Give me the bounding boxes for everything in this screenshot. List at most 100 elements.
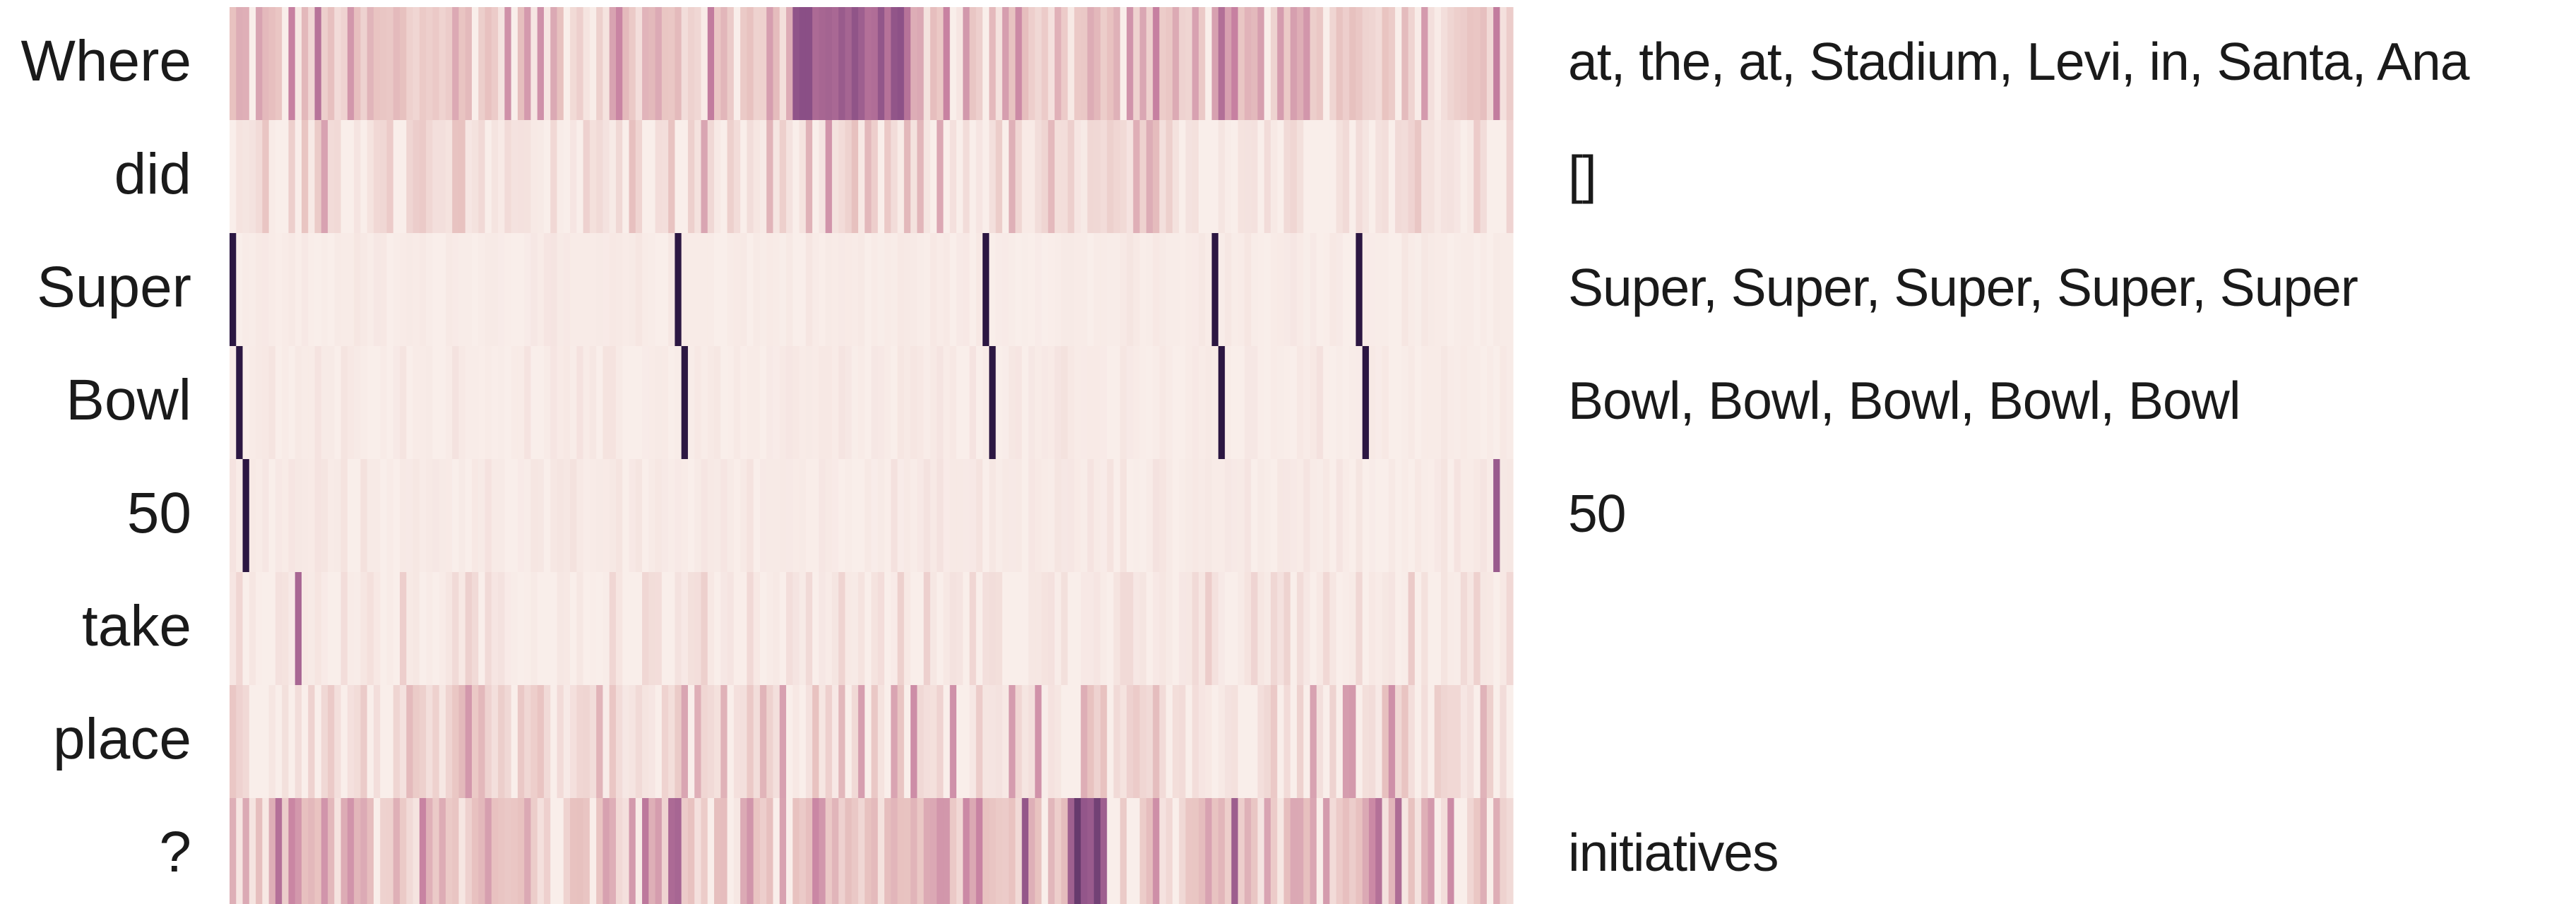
heatmap-cell [1218,346,1225,459]
heatmap-cell [1153,798,1160,904]
heatmap-cell [295,685,302,798]
heatmap-cell [491,120,499,233]
heatmap-cell [903,120,911,233]
heatmap-cell [1028,120,1035,233]
heatmap-cell [445,572,453,685]
heatmap-cell [1185,233,1193,346]
heatmap-cell [1297,798,1304,904]
heatmap-cell [256,798,263,904]
heatmap-cell [340,120,348,233]
heatmap-cell [543,120,551,233]
heatmap-cell [1454,459,1461,572]
heatmap-cell [989,798,997,904]
heatmap-cell [799,459,807,572]
heatmap-cell [563,120,571,233]
heatmap-cell [753,798,761,904]
heatmap-cell [1414,685,1422,798]
heatmap-cell [511,685,518,798]
heatmap-cell [943,685,951,798]
heatmap-cell [1434,120,1442,233]
heatmap-cell [943,233,951,346]
heatmap-cell [465,798,473,904]
heatmap-cell [1303,572,1311,685]
heatmap-cell [1015,346,1023,459]
heatmap-cell [857,459,865,572]
heatmap-cell [360,233,368,346]
heatmap-cell [1205,459,1213,572]
heatmap-cell [1139,7,1147,120]
heatmap-cell [851,233,859,346]
heatmap-cell [301,233,309,346]
heatmap-cell [740,120,747,233]
heatmap-cell [1323,685,1331,798]
heatmap-cell [1192,7,1199,120]
heatmap-cell [472,459,479,572]
heatmap-cell [282,572,290,685]
heatmap-cell [1081,459,1088,572]
heatmap-cell [1041,7,1049,120]
heatmap-cell [458,798,466,904]
heatmap-cell [773,7,780,120]
heatmap-cell [1067,572,1075,685]
heatmap-cell [1120,798,1127,904]
heatmap-cell [793,685,800,798]
heatmap-cell [661,7,669,120]
heatmap-cell [262,120,270,233]
heatmap-cell [1388,459,1396,572]
heatmap-cell [1382,572,1389,685]
heatmap-cell [1382,798,1389,904]
heatmap-cell [812,346,819,459]
heatmap-cell [831,346,839,459]
row-annotation: [] [1568,145,1597,204]
heatmap-cell [1244,798,1252,904]
heatmap-cell [1113,346,1121,459]
heatmap-cell [622,120,630,233]
heatmap-cell [367,346,374,459]
heatmap-cell [465,459,473,572]
heatmap-cell [406,798,414,904]
heatmap-cell [877,459,885,572]
heatmap-cell [831,798,839,904]
heatmap-cell [1081,346,1088,459]
heatmap-cell [472,346,479,459]
heatmap-cell [675,120,682,233]
heatmap-cell [1061,346,1069,459]
heatmap-cell [1382,233,1389,346]
heatmap-cell [393,120,400,233]
heatmap-cell [1074,572,1081,685]
heatmap-cell [380,7,388,120]
heatmap-cell [517,233,525,346]
heatmap-cell [1355,120,1363,233]
heatmap-cell [452,233,460,346]
heatmap-cell [714,233,721,346]
heatmap-cell [1401,685,1409,798]
heatmap-cell [386,120,394,233]
heatmap-cell [576,572,584,685]
heatmap-cell [1172,346,1180,459]
heatmap-cell [1237,233,1245,346]
heatmap-cell [975,798,983,904]
heatmap-cell [1146,233,1153,346]
heatmap-cell [524,572,532,685]
heatmap-cell [1028,572,1035,685]
heatmap-cell [733,459,741,572]
heatmap-cell [1336,685,1343,798]
heatmap-cell [504,572,512,685]
heatmap-cell [655,459,663,572]
heatmap-cell [1264,7,1271,120]
heatmap-cell [983,685,990,798]
heatmap-cell [615,685,623,798]
heatmap-cell [1093,459,1101,572]
heatmap-cell [517,120,525,233]
heatmap-cell [1486,798,1494,904]
heatmap-cell [1153,685,1160,798]
heatmap-cell [576,685,584,798]
heatmap-cell [1211,572,1219,685]
heatmap-cell [1225,798,1232,904]
heatmap-cell [1395,572,1402,685]
heatmap-cell [268,7,276,120]
heatmap-cell [740,685,747,798]
heatmap-cell [687,572,695,685]
heatmap-cell [857,7,865,120]
heatmap-cell [910,459,918,572]
